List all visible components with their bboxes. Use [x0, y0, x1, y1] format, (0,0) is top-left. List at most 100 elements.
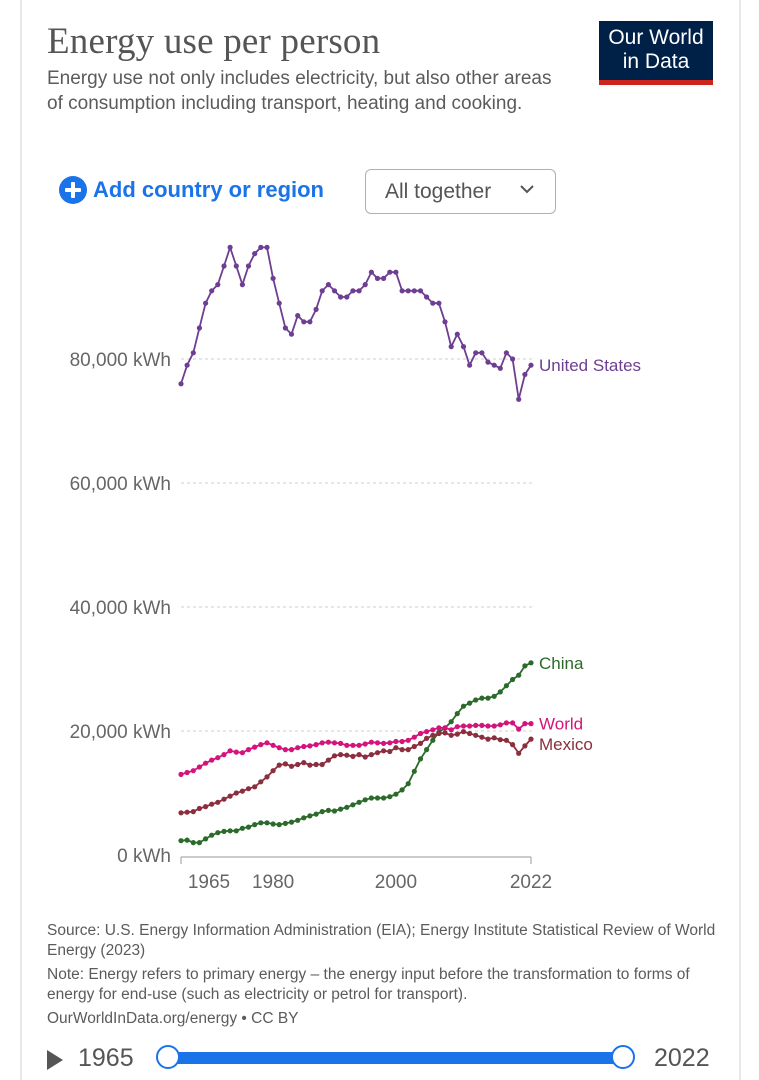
data-point — [338, 806, 344, 812]
data-point — [203, 760, 209, 766]
data-point — [528, 660, 534, 666]
data-point — [203, 804, 209, 810]
data-point — [301, 319, 307, 325]
data-point — [509, 742, 516, 748]
owid-logo[interactable]: Our World in Data — [599, 21, 713, 85]
data-point — [288, 747, 295, 753]
data-point — [215, 282, 221, 288]
data-point — [503, 683, 509, 689]
facet-mode-select[interactable]: All together — [365, 169, 556, 214]
data-point — [467, 723, 473, 729]
data-point — [252, 251, 258, 257]
data-point — [282, 820, 288, 827]
line-chart: 0 kWh 20,000 kWh 40,000 kWh 60,000 kWh 80,00… — [70, 244, 641, 893]
data-point — [485, 723, 491, 729]
data-point — [387, 748, 393, 755]
data-point — [178, 771, 184, 778]
data-point — [479, 722, 485, 729]
data-point — [233, 790, 239, 796]
data-point — [215, 755, 221, 761]
chart-subtitle: Energy use not only includes electricity… — [47, 68, 552, 114]
data-point — [350, 288, 356, 294]
credit-link[interactable]: OurWorldInData.org/energy • CC BY — [47, 1010, 299, 1027]
data-point — [516, 750, 522, 756]
series-line — [180, 722, 531, 776]
data-point — [485, 359, 491, 365]
data-point — [467, 700, 473, 706]
data-point — [301, 760, 307, 766]
left-frame-border — [20, 0, 22, 1080]
data-point — [196, 805, 202, 812]
data-point — [509, 676, 516, 683]
data-point — [350, 742, 356, 748]
play-icon[interactable] — [47, 1050, 63, 1070]
data-point — [313, 306, 319, 312]
data-point — [368, 739, 374, 745]
data-point — [485, 695, 491, 701]
data-point — [448, 719, 454, 725]
data-point — [467, 730, 473, 737]
data-point — [374, 740, 381, 746]
data-point — [479, 695, 485, 701]
data-point — [276, 762, 282, 768]
data-point — [239, 282, 245, 288]
data-point — [393, 738, 399, 745]
data-point — [522, 721, 528, 727]
data-point — [264, 740, 270, 746]
data-point — [424, 294, 430, 300]
data-point — [491, 362, 497, 368]
data-point — [491, 693, 497, 699]
add-country-button[interactable]: Add country or region — [59, 174, 324, 206]
data-point — [245, 263, 252, 269]
timeline-start-handle[interactable] — [156, 1045, 180, 1069]
data-point — [196, 764, 202, 770]
data-point — [374, 750, 381, 756]
data-point — [467, 362, 473, 368]
data-point — [473, 732, 479, 738]
data-point — [362, 797, 368, 803]
data-point — [503, 720, 509, 726]
data-point — [252, 784, 258, 790]
y-tick-label: 60,000 kWh — [70, 474, 171, 495]
data-point — [252, 744, 258, 750]
data-point — [393, 745, 399, 751]
series-line — [180, 244, 532, 400]
data-point — [473, 697, 479, 703]
data-point — [522, 663, 528, 669]
data-point — [301, 815, 307, 821]
data-point — [454, 711, 460, 717]
series-label: China — [539, 654, 584, 673]
data-point — [288, 331, 295, 337]
data-point — [221, 263, 227, 269]
data-point — [313, 811, 319, 817]
data-point — [184, 362, 190, 368]
data-point — [417, 756, 424, 762]
facet-mode-label: All together — [385, 179, 492, 203]
data-point — [460, 344, 467, 350]
data-point — [356, 752, 362, 758]
data-point — [270, 275, 276, 281]
data-point — [178, 838, 184, 844]
data-point — [448, 344, 454, 350]
data-point — [239, 788, 245, 794]
data-point — [227, 828, 233, 834]
timeline-end-handle[interactable] — [611, 1045, 635, 1069]
data-point — [325, 757, 331, 763]
data-point — [399, 288, 405, 294]
y-tick-label: 0 kWh — [117, 846, 171, 867]
data-point — [264, 244, 270, 250]
data-point — [509, 720, 516, 726]
data-point — [178, 810, 184, 816]
data-point — [270, 768, 276, 774]
data-point — [436, 300, 442, 306]
data-point — [417, 288, 424, 294]
data-point — [319, 288, 325, 294]
data-point — [436, 730, 442, 737]
data-point — [282, 761, 288, 767]
timeline-track[interactable] — [169, 1052, 624, 1064]
data-point — [387, 269, 393, 275]
timeline: 1965 2022 — [40, 1040, 730, 1080]
data-point — [497, 365, 503, 371]
data-point — [313, 742, 319, 748]
data-point — [454, 724, 460, 730]
